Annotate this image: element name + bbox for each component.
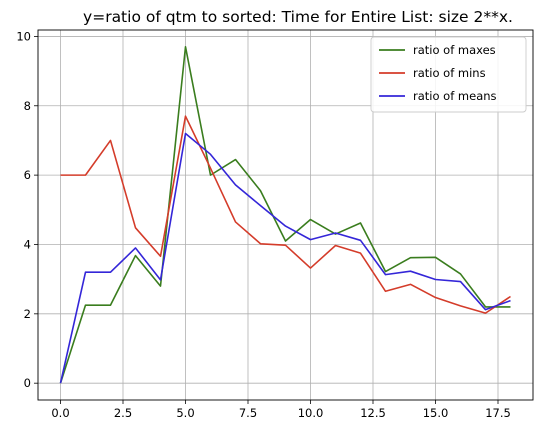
y-tick-label: 4 — [24, 237, 31, 251]
x-tick-label: 12.5 — [360, 406, 386, 420]
series-line-1 — [59, 46, 511, 384]
y-tick-label: 8 — [24, 99, 31, 113]
plot-frame — [37, 29, 534, 401]
x-tick-label: 2.5 — [114, 406, 132, 420]
legend-label: ratio of mins — [413, 66, 486, 80]
x-tick-label: 5.0 — [176, 406, 194, 420]
legend-box — [370, 36, 527, 113]
y-tick-label: 6 — [24, 168, 31, 182]
x-tick-label: 17.5 — [485, 406, 511, 420]
series-line-3 — [59, 132, 511, 384]
y-tick-label: 2 — [24, 307, 31, 321]
y-tick-label: 0 — [24, 376, 31, 390]
series-line-2 — [60, 115, 511, 314]
x-tick-label: 0.0 — [51, 406, 69, 420]
x-tick-label: 15.0 — [423, 406, 449, 420]
chart-title: y=ratio of qtm to sorted: Time for Entir… — [83, 8, 513, 26]
y-tick-label: 10 — [16, 29, 31, 43]
x-tick-label: 10.0 — [298, 406, 324, 420]
legend-label: ratio of means — [413, 89, 497, 103]
legend-label: ratio of maxes — [413, 43, 496, 57]
x-tick-label: 7.5 — [239, 406, 257, 420]
